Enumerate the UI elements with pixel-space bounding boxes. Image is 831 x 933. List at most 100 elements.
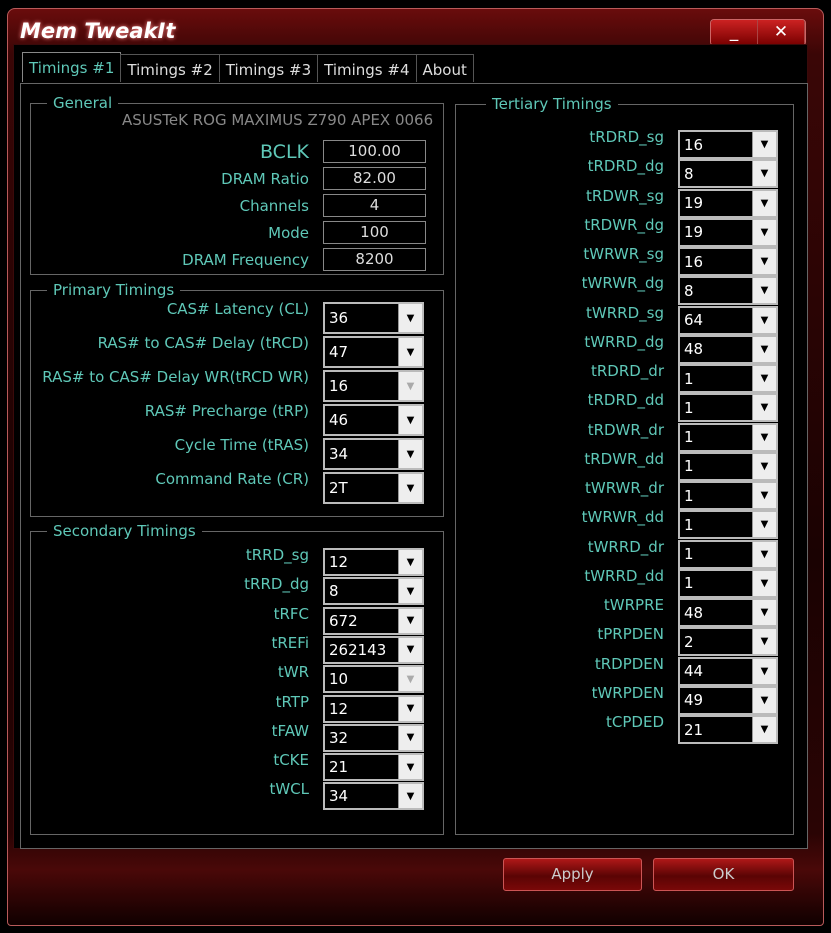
tab-timings-1[interactable]: Timings #1 [22,52,122,82]
secondary-row: tWR 10 ▼ [40,663,424,694]
timing-dropdown[interactable]: 19 ▼ [678,217,778,247]
chevron-down-icon[interactable]: ▼ [752,570,776,596]
chevron-down-icon[interactable]: ▼ [752,278,776,304]
minimize-button[interactable]: _ [711,20,758,45]
timing-dropdown[interactable]: 1 ▼ [678,451,778,481]
chevron-down-icon[interactable]: ▼ [752,161,776,187]
timing-dropdown[interactable]: 47 ▼ [323,336,424,368]
tertiary-title: Tertiary Timings [486,95,618,113]
chevron-down-icon[interactable]: ▼ [752,483,776,508]
timing-dropdown[interactable]: 36 ▼ [323,302,424,334]
chevron-down-icon[interactable]: ▼ [398,637,422,662]
timing-dropdown[interactable]: 32 ▼ [323,723,424,752]
timing-label: tRDRD_sg [589,128,664,146]
timing-dropdown[interactable]: 1 ▼ [678,539,778,569]
timing-dropdown[interactable]: 1 ▼ [678,568,778,598]
window-controls: _ ✕ [710,19,806,46]
timing-dropdown[interactable]: 8 ▼ [323,577,424,606]
chevron-down-icon[interactable]: ▼ [752,307,776,333]
timing-value: 48 [684,340,704,359]
chevron-down-icon[interactable]: ▼ [752,658,776,684]
timing-dropdown[interactable]: 19 ▼ [678,188,778,218]
timing-dropdown[interactable]: 44 ▼ [678,656,778,686]
tertiary-row: tPRPDEN 2 ▼ [465,625,778,657]
chevron-down-icon[interactable]: ▼ [398,474,422,502]
chevron-down-icon[interactable]: ▼ [398,338,422,366]
chevron-down-icon[interactable]: ▼ [752,453,776,479]
timing-dropdown[interactable]: 12 ▼ [323,694,424,723]
timing-dropdown[interactable]: 8 ▼ [678,276,778,306]
tab-timings-3[interactable]: Timings #3 [218,54,319,82]
chevron-down-icon[interactable]: ▼ [752,512,776,538]
timing-value: 1 [684,574,694,593]
tab-timings-2[interactable]: Timings #2 [120,54,220,82]
chevron-down-icon[interactable]: ▼ [398,550,422,574]
chevron-down-icon[interactable]: ▼ [398,784,422,809]
timing-label: RAS# Precharge (tRP) [144,402,309,420]
timing-dropdown[interactable]: 262143 ▼ [323,635,424,664]
chevron-down-icon[interactable]: ▼ [752,424,776,450]
timing-dropdown[interactable]: 16 ▼ [678,130,778,159]
timing-dropdown[interactable]: 34 ▼ [323,438,424,470]
timing-dropdown[interactable]: 46 ▼ [323,404,424,436]
timing-dropdown[interactable]: 1 ▼ [678,393,778,423]
ok-button[interactable]: OK [653,858,794,891]
secondary-row: tCKE 21 ▼ [40,751,424,782]
chevron-down-icon[interactable]: ▼ [752,366,776,391]
timing-value: 34 [329,787,349,806]
chevron-down-icon[interactable]: ▼ [398,440,422,468]
apply-button[interactable]: Apply [503,858,642,891]
chevron-down-icon[interactable]: ▼ [752,249,776,274]
chevron-down-icon[interactable]: ▼ [752,336,776,362]
chevron-down-icon[interactable]: ▼ [752,219,776,245]
tertiary-row: tRDWR_dg 19 ▼ [465,216,778,247]
chevron-down-icon[interactable]: ▼ [398,304,422,332]
timing-dropdown[interactable]: 1 ▼ [678,481,778,510]
chevron-down-icon[interactable]: ▼ [752,132,776,157]
secondary-row: tRRD_sg 12 ▼ [40,546,424,576]
general-row: BCLK 100.00 [40,140,426,163]
chevron-down-icon[interactable]: ▼ [752,629,776,655]
general-group: General [30,94,444,275]
timing-dropdown[interactable]: 48 ▼ [678,334,778,364]
timing-dropdown[interactable]: 8 ▼ [678,159,778,189]
chevron-down-icon[interactable]: ▼ [752,395,776,421]
chevron-down-icon[interactable]: ▼ [398,696,422,721]
chevron-down-icon[interactable]: ▼ [398,406,422,434]
chevron-down-icon[interactable]: ▼ [398,579,422,604]
timing-dropdown[interactable]: 16 ▼ [678,247,778,276]
timing-label: RAS# to CAS# Delay WR(tRCD WR) [42,368,309,386]
tab-about[interactable]: About [415,54,474,82]
timing-dropdown[interactable]: 34 ▼ [323,782,424,811]
timing-label: tWR [277,663,309,682]
timing-dropdown[interactable]: 2T ▼ [323,472,424,504]
timing-dropdown[interactable]: 21 ▼ [323,753,424,782]
field-label: DRAM Ratio [221,169,309,188]
timing-dropdown[interactable]: 49 ▼ [678,685,778,715]
timing-dropdown[interactable]: 21 ▼ [678,715,778,744]
timing-dropdown[interactable]: 64 ▼ [678,305,778,335]
tertiary-row: tCPDED 21 ▼ [465,713,778,744]
timing-label: tRTP [275,692,309,711]
secondary-row: tFAW 32 ▼ [40,722,424,752]
timing-value: 1 [684,486,694,505]
timing-dropdown[interactable]: 2 ▼ [678,627,778,657]
chevron-down-icon[interactable]: ▼ [752,541,776,567]
chevron-down-icon[interactable]: ▼ [752,687,776,713]
timing-dropdown[interactable]: 1 ▼ [678,364,778,393]
chevron-down-icon[interactable]: ▼ [752,190,776,216]
chevron-down-icon[interactable]: ▼ [398,755,422,780]
timing-dropdown[interactable]: 12 ▼ [323,548,424,576]
timing-dropdown[interactable]: 48 ▼ [678,598,778,627]
close-button[interactable]: ✕ [758,20,805,45]
chevron-down-icon[interactable]: ▼ [752,717,776,742]
timing-label: tRDRD_dg [587,157,664,176]
timing-dropdown[interactable]: 1 ▼ [678,510,778,540]
chevron-down-icon[interactable]: ▼ [398,725,422,750]
chevron-down-icon[interactable]: ▼ [752,600,776,625]
timing-dropdown[interactable]: 672 ▼ [323,606,424,635]
chevron-down-icon[interactable]: ▼ [398,608,422,633]
tab-timings-4[interactable]: Timings #4 [317,54,417,82]
timing-dropdown[interactable]: 1 ▼ [678,422,778,452]
general-row: Mode 100 [40,221,426,244]
